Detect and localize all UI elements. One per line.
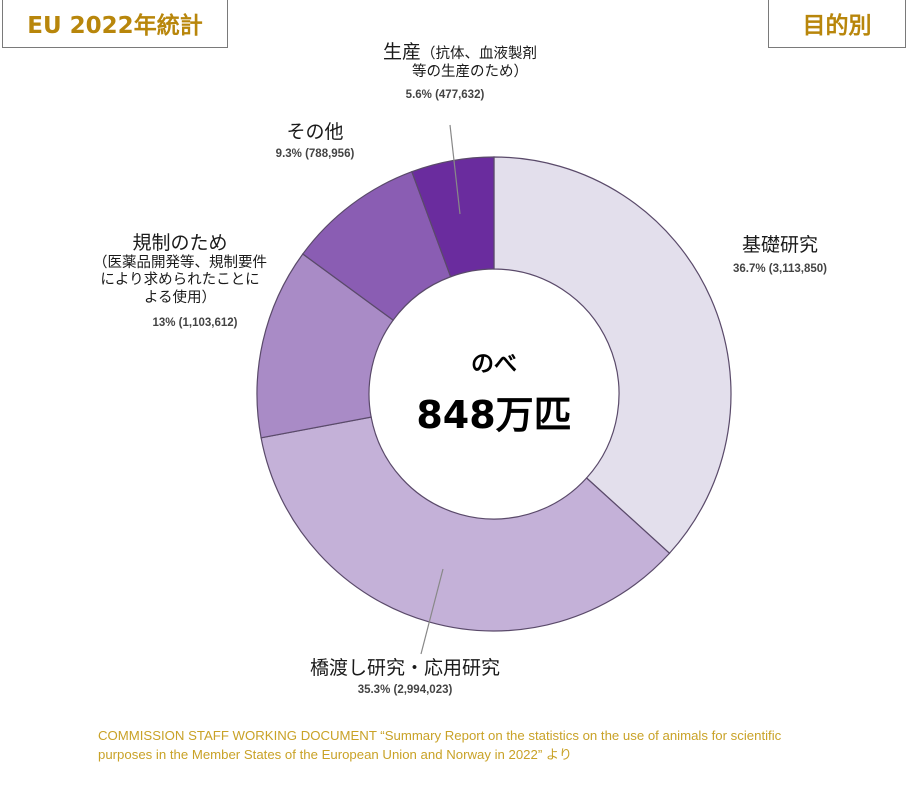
category-tag-text: 目的別 [802,13,872,39]
donut-slice-regulatory [256,253,394,439]
label-basic-name: 基礎研究 [741,234,818,256]
label-production-sub2: 等の生産のため） [412,63,528,80]
label-regulatory-name: 規制のため [132,232,228,254]
center-caption: のべ [471,351,517,377]
label-production: 生産（抗体、血液製剤 等の生産のため） 5.6% (477,632) [355,41,565,102]
center-total: 848万匹 [416,393,572,437]
label-other: その他 9.3% (788,956) [245,121,385,161]
label-regulatory-sub1: （医薬品開発等、規制要件 [93,254,267,271]
region-tag: EU 2022年統計 [2,0,228,48]
label-other-value: 9.3% (788,956) [275,147,355,160]
label-basic: 基礎研究 36.7% (3,113,850) [700,234,860,276]
donut-slice-basic [493,156,732,555]
category-tag: 目的別 [768,0,906,48]
leader-line-translational [420,568,444,655]
source-line-1: COMMISSION STAFF WORKING DOCUMENT “Summa… [98,728,782,743]
donut-slice-translational [260,416,671,632]
donut-slice-production [411,156,495,278]
leader-line-production [449,124,461,215]
label-production-sub1: （抗体、血液製剤 [421,46,537,62]
label-regulatory-sub2: により求められたことに [100,272,260,289]
source-line-2: purposes in the Member States of the Eur… [98,747,573,762]
label-translational: 橋渡し研究・応用研究 35.3% (2,994,023) [270,657,540,697]
label-translational-name: 橋渡し研究・応用研究 [309,657,500,679]
label-basic-value: 36.7% (3,113,850) [733,262,827,275]
label-production-value: 5.6% (477,632) [405,89,485,102]
label-other-name: その他 [286,121,344,143]
source-citation: COMMISSION STAFF WORKING DOCUMENT “Summa… [98,726,898,764]
label-translational-value: 35.3% (2,994,023) [357,683,453,696]
region-tag-text: EU 2022年統計 [27,13,203,39]
label-regulatory-sub3: よる使用） [143,289,217,306]
label-regulatory: 規制のため （医薬品開発等、規制要件 により求められたことに よる使用） 13%… [70,232,290,330]
label-regulatory-value: 13% (1,103,612) [152,317,238,330]
label-production-name: 生産 [382,41,421,63]
